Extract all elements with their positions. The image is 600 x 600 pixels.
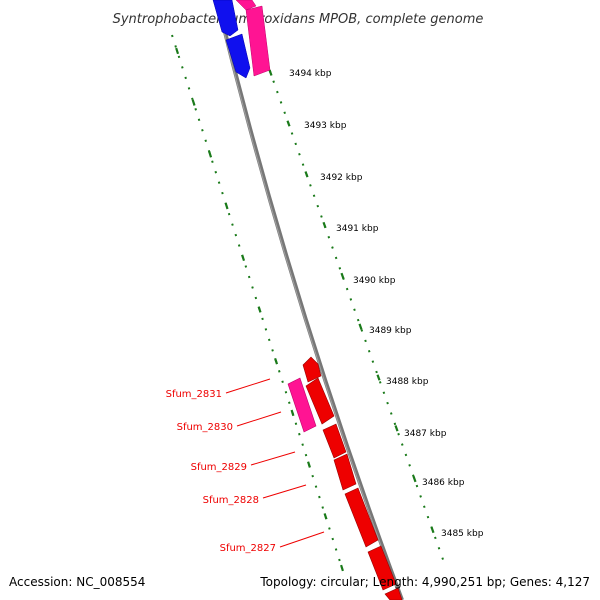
leader-line-2829 (250, 451, 296, 466)
ruler-label-3490: 3490 kbp (353, 276, 396, 286)
outer-ruler-dots (265, 59, 447, 569)
outer-ruler-major-ticks (268, 69, 435, 534)
inner-major-tick-10 (340, 564, 344, 572)
ruler-label-3489: 3489 kbp (369, 326, 412, 336)
ruler-label-3487: 3487 kbp (404, 429, 447, 439)
outer-major-tick-9 (430, 526, 435, 534)
genome-backbone (215, 0, 404, 600)
outer-major-tick-1 (286, 120, 291, 127)
outer-major-tick-6 (376, 374, 381, 381)
inner-major-tick-5 (257, 306, 262, 313)
inner-major-tick-6 (274, 357, 279, 365)
outer-major-tick-0 (268, 69, 273, 76)
gene-cluster (287, 356, 403, 600)
gene-label-2831: Sfum_2831 (166, 389, 222, 400)
gene-label-2827: Sfum_2827 (220, 543, 276, 554)
ruler-label-3485: 3485 kbp (441, 529, 484, 539)
leader-line-2827 (279, 531, 325, 548)
gene-magenta-top (235, 0, 257, 11)
inner-major-tick-2 (208, 151, 213, 158)
leader-line-2828 (262, 484, 307, 499)
inner-ruler-dots (171, 34, 343, 569)
inner-major-tick-7 (290, 409, 295, 417)
backbone-highlight (215, 0, 402, 600)
map-title: Syntrophobacter fumaroxidans MPOB, compl… (113, 12, 484, 27)
gene-red-5 (344, 487, 379, 548)
summary-text: Topology: circular; Length: 4,990,251 bp… (259, 575, 590, 589)
outer-ruler (265, 59, 447, 569)
ruler-labels: 3494 kbp 3493 kbp 3492 kbp 3491 kbp 3490… (289, 69, 484, 539)
gene-red-3 (322, 423, 347, 459)
leader-line-2830 (236, 411, 282, 427)
gene-red-6 (367, 545, 397, 591)
outer-major-tick-8 (412, 475, 417, 483)
gene-label-2830: Sfum_2830 (177, 422, 233, 433)
gene-blue-upper (212, 0, 239, 37)
accession-text: Accession: NC_008554 (9, 575, 145, 589)
leader-line-2831 (225, 378, 271, 394)
gene-red-2 (305, 377, 335, 425)
gene-label-2828: Sfum_2828 (203, 495, 259, 506)
gene-red-arrow-1 (302, 356, 322, 383)
outer-major-tick-5 (358, 323, 363, 330)
inner-major-tick-4 (241, 254, 246, 262)
inner-major-tick-1 (191, 99, 196, 106)
gene-red-4 (333, 453, 357, 491)
inner-ruler (171, 34, 344, 572)
gene-red-7 (384, 587, 403, 600)
inner-major-tick-9 (323, 513, 328, 520)
outer-major-tick-7 (394, 425, 399, 432)
ruler-label-3494: 3494 kbp (289, 69, 332, 79)
outer-major-tick-2 (304, 171, 309, 178)
gene-magenta-2830 (287, 377, 317, 433)
gene-labels: Sfum_2831 Sfum_2830 Sfum_2829 Sfum_2828 … (166, 378, 325, 554)
gene-blue-lower (225, 33, 251, 79)
outer-major-tick-4 (340, 272, 345, 280)
inner-major-tick-8 (307, 461, 311, 468)
gene-magenta-strip (245, 5, 271, 77)
outer-major-tick-3 (322, 221, 327, 229)
inner-major-tick-0 (175, 47, 180, 55)
ruler-label-3491: 3491 kbp (336, 224, 379, 234)
gene-label-2829: Sfum_2829 (191, 462, 247, 473)
ruler-label-3488: 3488 kbp (386, 377, 429, 387)
ruler-label-3493: 3493 kbp (304, 121, 347, 131)
inner-ruler-major-ticks (175, 47, 344, 572)
ruler-label-3492: 3492 kbp (320, 173, 363, 183)
top-genes (212, 0, 271, 79)
ruler-label-3486: 3486 kbp (422, 478, 465, 488)
backbone-line (215, 0, 404, 600)
inner-major-tick-3 (224, 202, 229, 210)
